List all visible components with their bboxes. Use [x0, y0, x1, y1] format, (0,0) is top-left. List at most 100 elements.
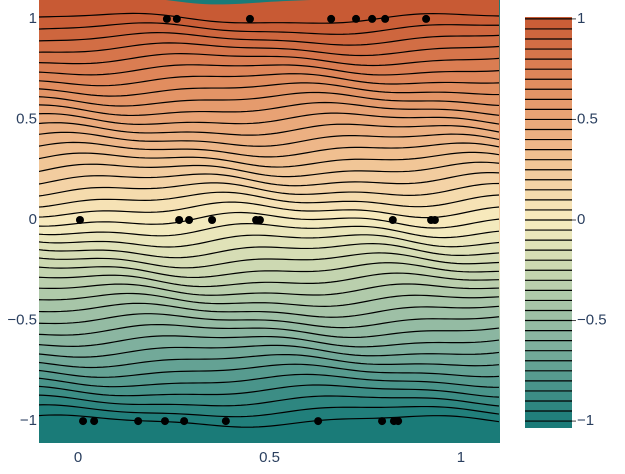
colorbar-band — [525, 370, 572, 382]
contour-line — [39, 384, 500, 398]
contour-line — [39, 223, 500, 239]
colorbar-band — [525, 209, 572, 221]
y-tick-label: 1 — [29, 10, 37, 27]
contour-line — [39, 101, 500, 117]
contour-line — [39, 272, 500, 288]
colorbar-band — [525, 390, 572, 402]
colorbar-band — [525, 250, 572, 261]
colorbar-band — [525, 109, 572, 120]
contour-line — [39, 141, 500, 158]
point — [378, 417, 387, 426]
contour-line — [39, 404, 500, 418]
point — [245, 14, 254, 23]
colorbar-band — [525, 310, 572, 322]
contour-line — [39, 182, 500, 197]
colorbar-band — [525, 300, 572, 311]
point — [90, 417, 99, 426]
colorbar-band — [525, 400, 572, 412]
colorbar-band — [525, 69, 572, 80]
point — [160, 417, 169, 426]
colorbar-band — [525, 340, 572, 352]
colorbar-tick-label: −0.5 — [577, 312, 607, 329]
point — [175, 215, 184, 224]
colorbar-band — [525, 280, 572, 291]
colorbar-tick-label: −1 — [577, 412, 594, 429]
contour-line — [39, 292, 500, 307]
colorbar-band — [525, 320, 572, 332]
point — [221, 417, 230, 426]
colorbar-band — [525, 290, 572, 301]
colorbar-band — [525, 360, 572, 372]
contour-line — [39, 191, 500, 208]
contour-line — [39, 53, 500, 67]
contour-line — [39, 252, 500, 269]
contour-line — [39, 323, 500, 339]
contour-line — [39, 344, 500, 358]
contour-line — [39, 172, 500, 187]
point — [255, 215, 264, 224]
contour-line — [39, 363, 500, 378]
contour-line — [39, 73, 500, 87]
point — [162, 14, 171, 23]
point — [134, 417, 143, 426]
point — [79, 417, 88, 426]
contour-line — [39, 201, 500, 219]
contour-line — [39, 211, 500, 229]
contour-line — [39, 32, 500, 46]
x-tick-label: 1 — [457, 449, 465, 466]
contour-line — [39, 302, 500, 318]
contour-line — [39, 373, 500, 388]
x-tick-label: 0 — [74, 449, 82, 466]
colorbar-band — [525, 39, 572, 50]
colorbar-band — [525, 149, 572, 161]
point — [430, 215, 439, 224]
contour-line — [39, 353, 500, 369]
point — [388, 215, 397, 224]
contour-line — [39, 335, 500, 348]
contour-line — [39, 64, 500, 76]
y-tick-label: 0 — [29, 211, 37, 228]
point — [208, 215, 217, 224]
colorbar-band — [525, 119, 572, 131]
y-tick-label: −0.5 — [7, 312, 37, 329]
contour-line — [39, 234, 500, 248]
y-tick-label: 0.5 — [16, 110, 37, 127]
y-tick-label: −1 — [20, 412, 37, 429]
point — [394, 417, 403, 426]
contour-line — [39, 313, 500, 329]
colorbar-band — [525, 380, 572, 392]
colorbar-band — [525, 219, 572, 231]
contour-line — [39, 131, 500, 147]
contour-line — [39, 12, 500, 24]
colorbar-band — [525, 17, 572, 20]
point — [185, 215, 194, 224]
colorbar-band — [525, 49, 572, 60]
point — [327, 14, 336, 23]
colorbar-band — [525, 18, 572, 30]
colorbar-band — [525, 189, 572, 201]
point — [172, 14, 181, 23]
colorbar-band — [525, 421, 572, 428]
contour-line — [39, 414, 500, 428]
colorbar-band — [525, 199, 572, 211]
contour-line — [39, 122, 500, 136]
contour-line — [39, 151, 500, 168]
x-tick-label: 0.5 — [259, 449, 280, 466]
colorbar-band — [525, 28, 572, 40]
contour-line — [39, 161, 500, 178]
colorbar-tick-label: 0.5 — [577, 110, 598, 127]
point — [381, 14, 390, 23]
point — [352, 14, 361, 23]
contour-line — [39, 112, 500, 125]
contour-line — [39, 42, 500, 57]
colorbar — [525, 17, 572, 428]
colorbar-band — [525, 59, 572, 70]
colorbar-band — [525, 169, 572, 181]
point — [180, 417, 189, 426]
colorbar-band — [525, 159, 572, 171]
colorbar-band — [525, 260, 572, 271]
point — [75, 215, 84, 224]
colorbar-band — [525, 350, 572, 362]
contour-line — [39, 394, 500, 407]
